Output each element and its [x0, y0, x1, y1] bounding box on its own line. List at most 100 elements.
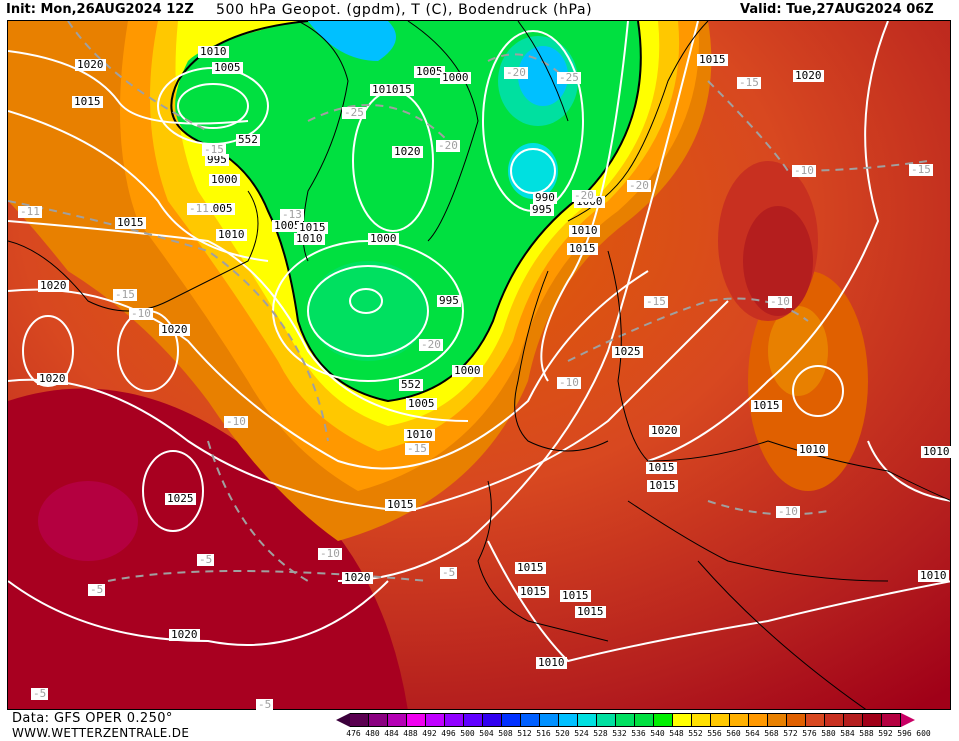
- legend-tick-label: 496: [441, 729, 456, 738]
- isobar-label: 1020: [793, 69, 824, 82]
- isobar-label: 1005: [204, 202, 235, 215]
- legend-tick-label: 528: [593, 729, 608, 738]
- isobar-label: 1010: [797, 443, 828, 456]
- isotherm-label: -5: [31, 687, 49, 700]
- legend-swatch: [350, 713, 369, 727]
- isotherm-label: -15: [405, 442, 429, 455]
- legend-tick-label: 600: [916, 729, 931, 738]
- legend-tick-label: 572: [783, 729, 798, 738]
- map-field: [8, 21, 950, 709]
- isotherm-label: -20: [504, 66, 528, 79]
- isobar-label: 1005: [414, 65, 445, 78]
- isobar-label: 995: [437, 294, 461, 307]
- isotherm-label: -15: [909, 163, 933, 176]
- isobar-label: 995: [205, 153, 229, 166]
- legend-swatch: [388, 713, 407, 727]
- legend-arrow-right-icon: [901, 713, 915, 727]
- isobar-label: 1020: [75, 58, 106, 71]
- legend-ticks: 476 480 484 488 492 496 500 504 508 512 516 520 524 5…: [344, 729, 933, 738]
- legend-tick-label: 556: [707, 729, 722, 738]
- legend-swatch: [711, 713, 730, 727]
- legend-tick-label: 476: [346, 729, 361, 738]
- isotherm-label: -11: [18, 205, 42, 218]
- legend-swatch: [673, 713, 692, 727]
- legend-swatch: [692, 713, 711, 727]
- legend-swatch: [464, 713, 483, 727]
- isobar-label: 990: [533, 191, 557, 204]
- legend-swatch: [369, 713, 388, 727]
- legend-tick-label: 584: [840, 729, 855, 738]
- legend-tick-label: 596: [897, 729, 912, 738]
- legend-swatch: [882, 713, 901, 727]
- isotherm-label: -10: [224, 415, 248, 428]
- isobar-label: 1025: [612, 345, 643, 358]
- legend-tick-label: 532: [612, 729, 627, 738]
- isobar-label: 1000: [209, 173, 240, 186]
- isobar-label: 1005: [406, 397, 437, 410]
- legend-swatch: [540, 713, 559, 727]
- legend-swatch: [597, 713, 616, 727]
- isotherm-label: -13: [280, 208, 304, 221]
- legend-tick-label: 548: [669, 729, 684, 738]
- legend-swatch: [654, 713, 673, 727]
- isobar-label: 1015: [385, 498, 416, 511]
- isotherm-label: -20: [436, 139, 460, 152]
- isobar-label: 1020: [159, 323, 190, 336]
- isotherm-label: -10: [318, 547, 342, 560]
- isobar-label: 1015: [697, 53, 728, 66]
- isobar-label: 1015: [567, 242, 598, 255]
- legend-swatch: [787, 713, 806, 727]
- isobar-label: 1010: [198, 45, 229, 58]
- isotherm-label: -5: [440, 566, 458, 579]
- isobar-label: 1010: [404, 428, 435, 441]
- isobar-label: 1015: [72, 95, 103, 108]
- legend-tick-label: 536: [631, 729, 646, 738]
- map-footer: Data: GFS OPER 0.250° WWW.WETTERZENTRALE…: [0, 710, 959, 741]
- isotherm-label: -25: [557, 71, 581, 84]
- isotherm-label: -15: [202, 143, 226, 156]
- isobar-label: 1010: [216, 228, 247, 241]
- legend-swatch: [426, 713, 445, 727]
- legend-tick-label: 552: [688, 729, 703, 738]
- isobar-label: 1015: [560, 589, 591, 602]
- legend-tick-label: 540: [650, 729, 665, 738]
- legend-tick-label: 516: [536, 729, 551, 738]
- data-source: Data: GFS OPER 0.250°: [12, 711, 173, 726]
- map-title: 500 hPa Geopot. (gpdm), T (C), Bodendruc…: [216, 2, 593, 18]
- legend-swatch: [863, 713, 882, 727]
- isotherm-label: -10: [129, 307, 153, 320]
- legend-swatch: [768, 713, 787, 727]
- legend-tick-label: 592: [878, 729, 893, 738]
- isobar-label: 1015: [751, 399, 782, 412]
- isobar-label: 552: [236, 133, 260, 146]
- isobar-label: 1015: [575, 605, 606, 618]
- isobar-label: 101015: [370, 83, 414, 96]
- isotherm-label: -5: [88, 583, 106, 596]
- isobar-label: 1015: [518, 585, 549, 598]
- isobar-label: 1010: [536, 656, 567, 669]
- isobar-label: 1000: [440, 71, 471, 84]
- isotherm-label: -5: [256, 698, 274, 711]
- legend-tick-label: 480: [365, 729, 380, 738]
- legend-tick-label: 492: [422, 729, 437, 738]
- isobar-label: 1005: [212, 61, 243, 74]
- website: WWW.WETTERZENTRALE.DE: [12, 726, 190, 740]
- legend-tick-label: 484: [384, 729, 399, 738]
- isobar-label: 1015: [115, 216, 146, 229]
- weather-map: [7, 20, 951, 710]
- isotherm-label: -20: [572, 189, 596, 202]
- legend-tick-label: 568: [764, 729, 779, 738]
- legend-tick-label: 488: [403, 729, 418, 738]
- legend-swatch: [578, 713, 597, 727]
- legend-swatch: [559, 713, 578, 727]
- legend-swatch: [521, 713, 540, 727]
- legend-swatch: [445, 713, 464, 727]
- legend-tick-label: 576: [802, 729, 817, 738]
- isobar-label: 1020: [649, 424, 680, 437]
- isotherm-label: -15: [113, 288, 137, 301]
- legend-swatch: [806, 713, 825, 727]
- isobar-label: 1025: [165, 492, 196, 505]
- isotherm-label: -11: [187, 202, 211, 215]
- legend-tick-label: 524: [574, 729, 589, 738]
- isotherm-label: -10: [557, 376, 581, 389]
